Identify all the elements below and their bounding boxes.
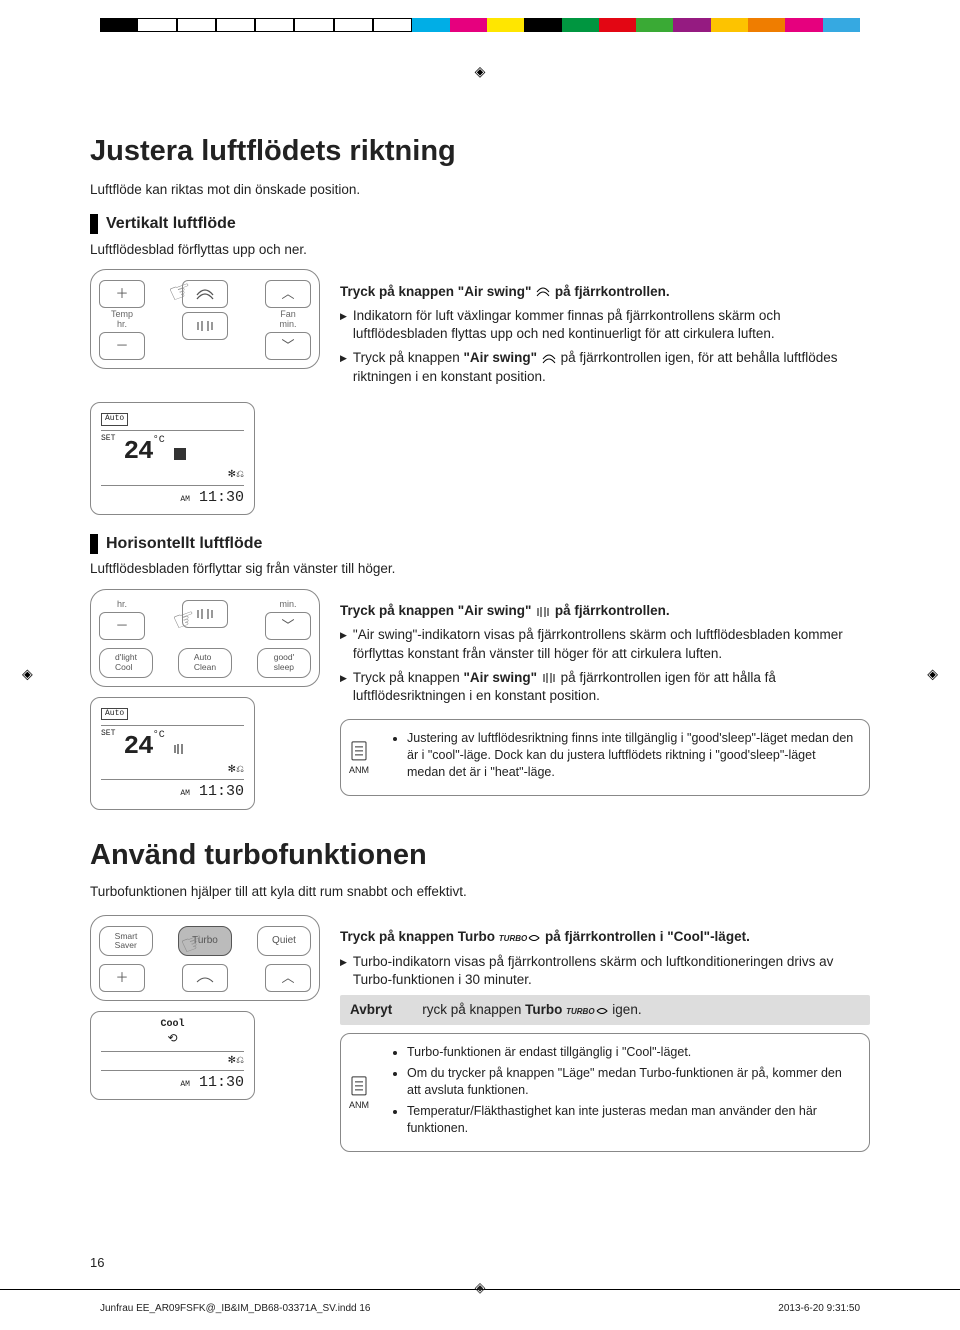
registration-mark-top: ◈ <box>475 63 486 80</box>
registration-mark-right: ◈ <box>927 666 938 683</box>
quiet-button[interactable]: Quiet <box>257 926 311 956</box>
note2-item-2: Om du trycker på knappen "Läge" medan Tu… <box>407 1065 857 1099</box>
dlight-cool-button[interactable]: d'light Cool <box>99 648 153 678</box>
sec2-instruction-title: Tryck på knappen "Air swing" på fjärrkon… <box>340 602 870 620</box>
turbo-word-icon: TURBO <box>499 934 527 943</box>
note-icon: ANM <box>349 739 369 775</box>
section-vertical-title: Vertikalt luftflöde <box>106 213 236 235</box>
print-color-bar <box>100 18 860 32</box>
turbo-icon <box>527 933 541 943</box>
fan-up-button[interactable]: ︿ <box>265 280 311 308</box>
swing-indicator-icon <box>173 447 187 461</box>
air-swing-h-icon <box>535 606 551 618</box>
sec1-bullet-1: Indikatorn för luft växlingar kommer fin… <box>340 307 870 343</box>
sec1-instruction-title: Tryck på knappen "Air swing" på fjärrkon… <box>340 283 870 301</box>
air-swing-h-icon <box>541 672 557 684</box>
page-title: Justera luftflödets riktning <box>90 132 870 171</box>
lcd-display-1: Auto SET 24°C ✻⎌ AM 11:30 <box>90 402 255 515</box>
air-swing-h-button-2[interactable] <box>182 600 228 628</box>
good-sleep-button[interactable]: good' sleep <box>257 648 311 678</box>
note2-item-3: Temperatur/Fläkthastighet kan inte juste… <box>407 1103 857 1137</box>
note-icon: ANM <box>349 1074 369 1110</box>
page-number: 16 <box>90 1254 104 1272</box>
remote-vertical: ＋ Temphr. － <box>90 269 320 369</box>
air-swing-v-icon <box>541 353 557 365</box>
intro-text: Luftflöde kan riktas mot din önskade pos… <box>90 181 870 199</box>
hr-label: hr. <box>117 600 127 610</box>
cancel-text: ryck på knappen Turbo TURBO igen. <box>422 1001 641 1019</box>
temp-down-button[interactable]: － <box>99 332 145 360</box>
registration-mark-bottom: ◈ <box>475 1279 486 1296</box>
smart-saver-button[interactable]: Smart Saver <box>99 926 153 956</box>
remote-horizontal: hr. － min. ﹀ d'light Cool Auto <box>90 589 320 687</box>
sec1-bullet-2: Tryck på knappen "Air swing" på fjärrkon… <box>340 349 870 385</box>
turbo-title: Använd turbofunktionen <box>90 836 870 875</box>
fan-label: Fanmin. <box>279 310 296 330</box>
temp-up-button-3[interactable]: ＋ <box>99 964 145 992</box>
note1-text: Justering av luftflödesriktning finns in… <box>407 730 857 781</box>
footer-file: Junfrau EE_AR09FSFK@_IB&IM_DB68-03371A_S… <box>100 1303 371 1314</box>
note-box-2: ANM Turbo-funktionen är endast tillgängl… <box>340 1033 870 1151</box>
temp-label: Temphr. <box>111 310 133 330</box>
temp-down-button-2[interactable]: － <box>99 612 145 640</box>
lcd-display-3: Cool ⟲ ✻⎌ AM 11:30 <box>90 1011 255 1100</box>
fan-down-button[interactable]: ﹀ <box>265 332 311 360</box>
note2-item-1: Turbo-funktionen är endast tillgänglig i… <box>407 1044 857 1061</box>
auto-clean-button[interactable]: Auto Clean <box>178 648 232 678</box>
sec3-instruction-title: Tryck på knappen Turbo TURBO på fjärrkon… <box>340 928 870 946</box>
sec2-bullet-2: Tryck på knappen "Air swing" på fjärrkon… <box>340 669 870 705</box>
sec3-bullet-1: Turbo-indikatorn visas på fjärrkontrolle… <box>340 953 870 989</box>
air-swing-v-button[interactable] <box>182 280 228 308</box>
cancel-row: Avbryt ryck på knappen Turbo TURBO igen. <box>340 995 870 1025</box>
section-vertical-head: Vertikalt luftflöde <box>90 213 870 235</box>
min-label: min. <box>279 600 296 610</box>
remote-turbo: Smart Saver Turbo Quiet ＋ ︿ ☞ <box>90 915 320 1001</box>
section-horizontal-title: Horisontellt luftflöde <box>106 533 262 555</box>
section-horizontal-head: Horisontellt luftflöde <box>90 533 870 555</box>
section-horizontal-sub: Luftflödesbladen förflyttar sig från vän… <box>90 560 870 578</box>
note-box-1: ANM Justering av luftflödesriktning finn… <box>340 719 870 796</box>
fan-up-button-3[interactable]: ︿ <box>265 964 311 992</box>
footer-date: 2013-6-20 9:31:50 <box>778 1303 860 1314</box>
sec2-bullet-1: "Air swing"-indikatorn visas på fjärrkon… <box>340 626 870 662</box>
air-swing-v-icon <box>535 286 551 298</box>
lcd-display-2: Auto SET 24°C ✻⎌ AM 11:30 <box>90 697 255 810</box>
air-swing-h-button[interactable] <box>182 312 228 340</box>
temp-up-button[interactable]: ＋ <box>99 280 145 308</box>
turbo-button[interactable]: Turbo <box>178 926 232 956</box>
swing-h-indicator-icon <box>173 743 185 755</box>
registration-mark-left: ◈ <box>22 666 33 683</box>
cancel-label: Avbryt <box>350 1001 392 1019</box>
turbo-intro: Turbofunktionen hjälper till att kyla di… <box>90 883 870 901</box>
section-vertical-sub: Luftflödesblad förflyttas upp och ner. <box>90 241 870 259</box>
air-swing-button-3[interactable] <box>182 964 228 992</box>
footer-text: Junfrau EE_AR09FSFK@_IB&IM_DB68-03371A_S… <box>100 1303 860 1314</box>
fan-down-button-2[interactable]: ﹀ <box>265 612 311 640</box>
